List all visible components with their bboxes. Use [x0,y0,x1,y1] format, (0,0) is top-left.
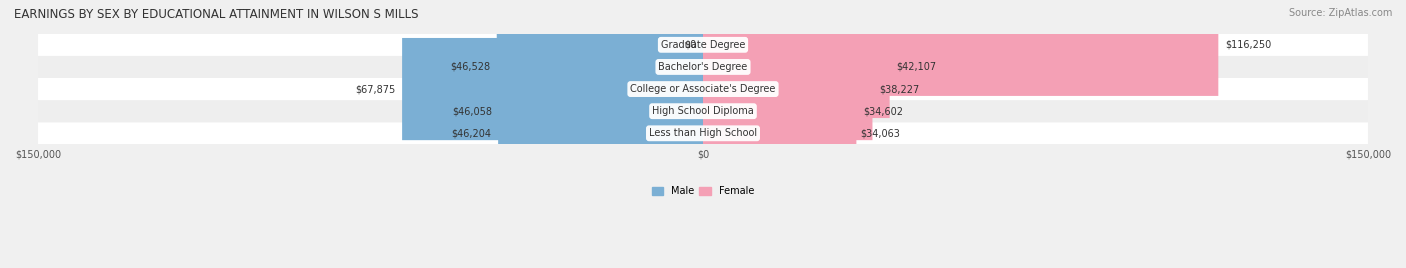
Text: $67,875: $67,875 [356,84,395,94]
FancyBboxPatch shape [38,122,1368,144]
FancyBboxPatch shape [402,38,703,140]
Text: Graduate Degree: Graduate Degree [661,40,745,50]
Text: Less than High School: Less than High School [650,128,756,138]
FancyBboxPatch shape [703,16,890,118]
Text: Bachelor's Degree: Bachelor's Degree [658,62,748,72]
FancyBboxPatch shape [703,0,1219,96]
FancyBboxPatch shape [38,100,1368,122]
FancyBboxPatch shape [499,60,703,162]
Text: $116,250: $116,250 [1225,40,1271,50]
Text: $34,602: $34,602 [863,106,903,116]
Text: EARNINGS BY SEX BY EDUCATIONAL ATTAINMENT IN WILSON S MILLS: EARNINGS BY SEX BY EDUCATIONAL ATTAINMEN… [14,8,419,21]
Text: $34,063: $34,063 [860,128,900,138]
FancyBboxPatch shape [703,82,853,184]
Text: $42,107: $42,107 [896,62,936,72]
Text: $38,227: $38,227 [879,84,920,94]
FancyBboxPatch shape [38,56,1368,78]
Text: $46,058: $46,058 [453,106,492,116]
FancyBboxPatch shape [498,82,703,184]
Text: Source: ZipAtlas.com: Source: ZipAtlas.com [1288,8,1392,18]
FancyBboxPatch shape [38,34,1368,56]
FancyBboxPatch shape [703,38,873,140]
Text: High School Diploma: High School Diploma [652,106,754,116]
FancyBboxPatch shape [703,60,856,162]
Text: College or Associate's Degree: College or Associate's Degree [630,84,776,94]
FancyBboxPatch shape [38,78,1368,100]
FancyBboxPatch shape [496,16,703,118]
Text: $0: $0 [685,40,696,50]
Text: $46,528: $46,528 [450,62,491,72]
Legend: Male, Female: Male, Female [648,183,758,200]
Text: $46,204: $46,204 [451,128,492,138]
